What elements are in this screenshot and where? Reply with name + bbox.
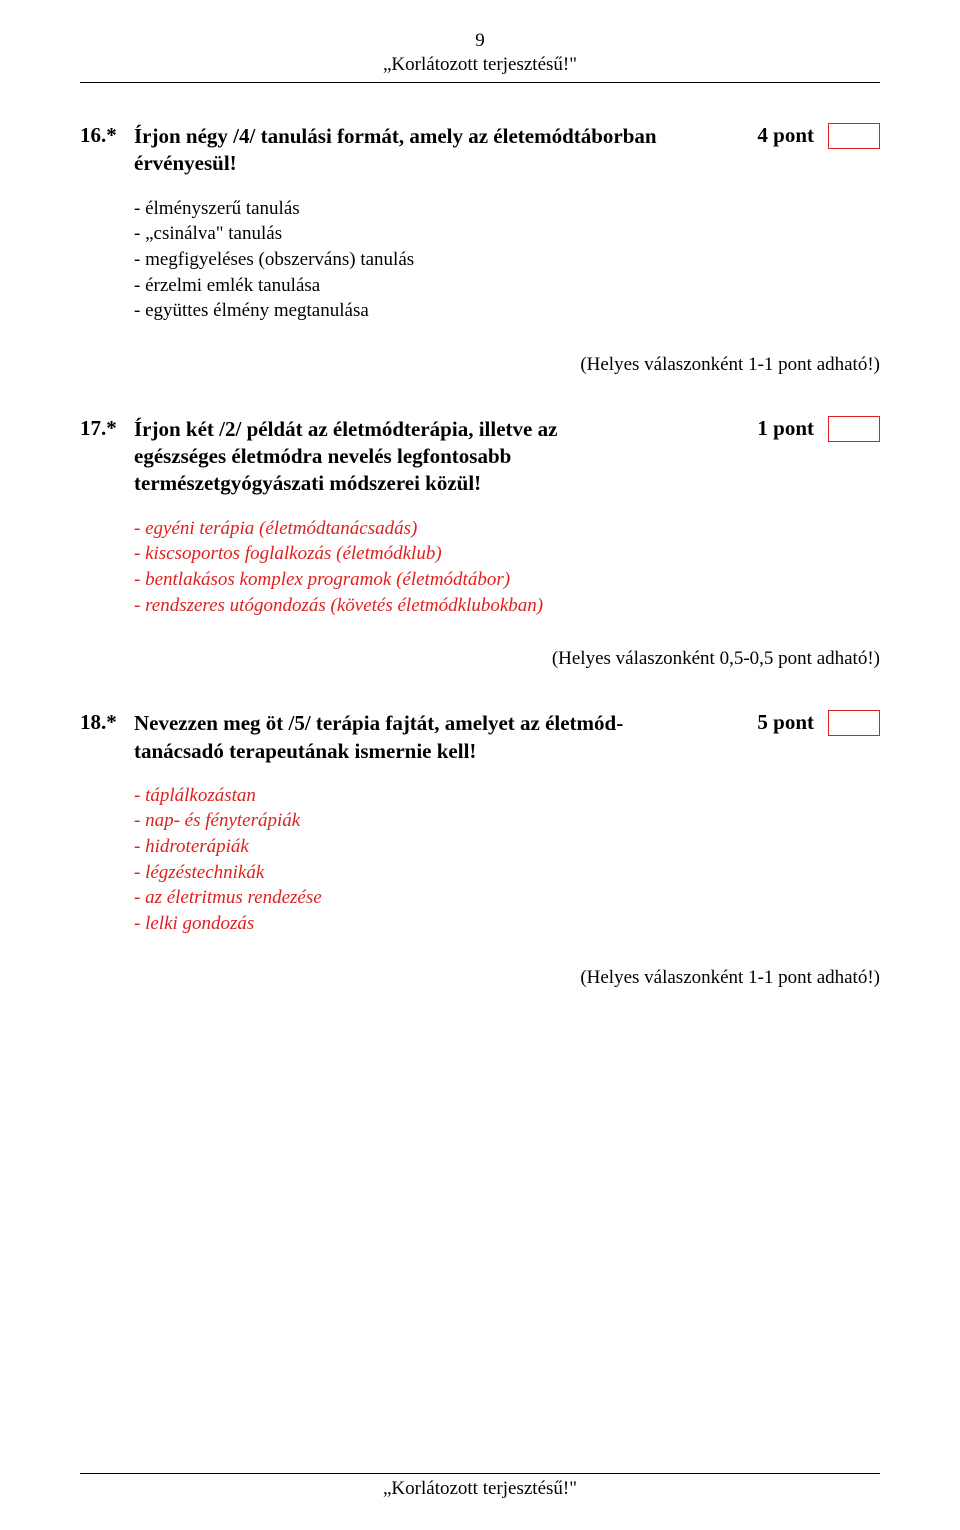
- question-number: 17.*: [80, 416, 134, 441]
- answer-item: - kiscsoportos foglalkozás (életmódklub): [134, 541, 880, 567]
- scoring-note: (Helyes válaszonként 1-1 pont adható!): [80, 354, 880, 376]
- question-text: Írjon két /2/ példát az életmódterápia, …: [134, 416, 743, 498]
- answer-list: - táplálkozástan - nap- és fényterápiák …: [134, 783, 880, 937]
- answer-list: - élményszerű tanulás - „csinálva" tanul…: [134, 196, 880, 324]
- page-footer: „Korlátozott terjesztésű!": [80, 1473, 880, 1500]
- question-number: 16.*: [80, 123, 134, 148]
- question-points: 1 pont: [757, 416, 814, 441]
- question-18: 18.* Nevezzen meg öt /5/ terápia fajtát,…: [80, 710, 880, 988]
- question-row: 16.* Írjon négy /4/ tanulási formát, ame…: [80, 123, 880, 178]
- score-box: [828, 123, 880, 149]
- answer-item: - nap- és fényterápiák: [134, 808, 880, 834]
- answer-item: - együttes élmény megtanulása: [134, 298, 880, 324]
- answer-item: - lelki gondozás: [134, 911, 880, 937]
- question-points: 4 pont: [757, 123, 814, 148]
- scoring-note: (Helyes válaszonként 1-1 pont adható!): [80, 967, 880, 989]
- answer-item: - „csinálva" tanulás: [134, 221, 880, 247]
- question-text-line3: természetgyógyászati módszerei közül!: [134, 471, 481, 495]
- question-text: Nevezzen meg öt /5/ terápia fajtát, amel…: [134, 710, 743, 765]
- question-points: 5 pont: [757, 710, 814, 735]
- answer-item: - az életritmus rendezése: [134, 885, 880, 911]
- question-row: 18.* Nevezzen meg öt /5/ terápia fajtát,…: [80, 710, 880, 765]
- answer-item: - táplálkozástan: [134, 783, 880, 809]
- answer-list: - egyéni terápia (életmódtanácsadás) - k…: [134, 516, 880, 619]
- answer-item: - bentlakásos komplex programok (életmód…: [134, 567, 880, 593]
- question-17: 17.* Írjon két /2/ példát az életmódterá…: [80, 416, 880, 670]
- question-16: 16.* Írjon négy /4/ tanulási formát, ame…: [80, 123, 880, 376]
- answer-item: - hidroterápiák: [134, 834, 880, 860]
- page-header: 9 „Korlátozott terjesztésű!": [80, 30, 880, 76]
- question-text-line2: érvényesül!: [134, 151, 237, 175]
- question-text-line1: Írjon négy /4/ tanulási formát, amely az…: [134, 124, 657, 148]
- answer-item: - légzéstechnikák: [134, 860, 880, 886]
- question-text-line2: egészséges életmódra nevelés legfontosab…: [134, 444, 511, 468]
- answer-item: - élményszerű tanulás: [134, 196, 880, 222]
- question-text-line2: tanácsadó terapeutának ismernie kell!: [134, 739, 476, 763]
- question-number: 18.*: [80, 710, 134, 735]
- footer-divider: [80, 1473, 880, 1474]
- score-box: [828, 416, 880, 442]
- answer-item: - érzelmi emlék tanulása: [134, 273, 880, 299]
- question-row: 17.* Írjon két /2/ példát az életmódterá…: [80, 416, 880, 498]
- question-text: Írjon négy /4/ tanulási formát, amely az…: [134, 123, 743, 178]
- footer-text: „Korlátozott terjesztésű!": [383, 1478, 577, 1499]
- header-divider: [80, 82, 880, 83]
- question-text-line1: Nevezzen meg öt /5/ terápia fajtát, amel…: [134, 711, 623, 735]
- score-box: [828, 710, 880, 736]
- header-text: „Korlátozott terjesztésű!": [80, 54, 880, 76]
- page-number: 9: [80, 30, 880, 52]
- answer-item: - egyéni terápia (életmódtanácsadás): [134, 516, 880, 542]
- answer-item: - megfigyeléses (obszerváns) tanulás: [134, 247, 880, 273]
- answer-item: - rendszeres utógondozás (követés életmó…: [134, 593, 880, 619]
- scoring-note: (Helyes válaszonként 0,5-0,5 pont adható…: [80, 648, 880, 670]
- question-text-line1: Írjon két /2/ példát az életmódterápia, …: [134, 417, 557, 441]
